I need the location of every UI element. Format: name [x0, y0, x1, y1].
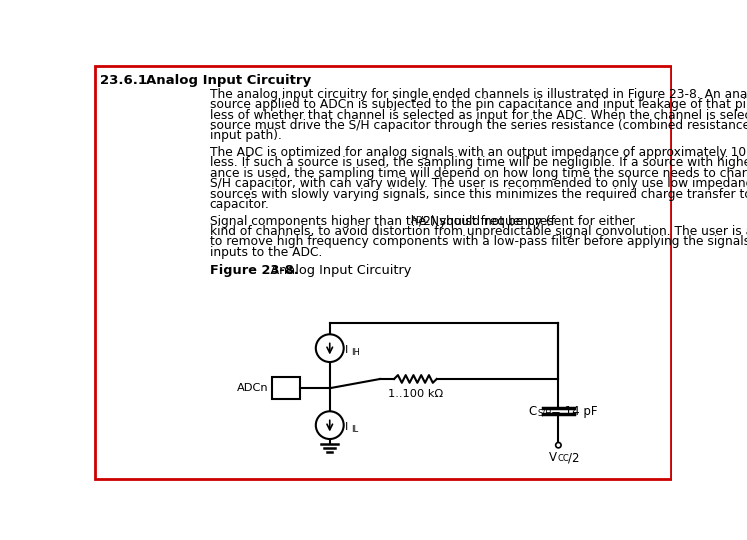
- Text: Analog Input Circuitry: Analog Input Circuitry: [258, 264, 411, 277]
- Text: ance is used, the sampling time will depend on how long time the source needs to: ance is used, the sampling time will dep…: [210, 167, 747, 180]
- Text: Figure 23-8.: Figure 23-8.: [210, 264, 298, 277]
- Text: = 14 pF: = 14 pF: [551, 405, 598, 418]
- Text: source must drive the S/H capacitor through the series resistance (combined resi: source must drive the S/H capacitor thro…: [210, 119, 747, 132]
- Text: The ADC is optimized for analog signals with an output impedance of approximatel: The ADC is optimized for analog signals …: [210, 146, 747, 159]
- Text: I: I: [345, 422, 349, 433]
- Text: IH: IH: [350, 348, 359, 357]
- Text: capacitor.: capacitor.: [210, 198, 270, 211]
- Text: CC: CC: [557, 454, 569, 463]
- Text: C: C: [528, 405, 536, 418]
- Text: input path).: input path).: [210, 130, 282, 143]
- Text: source applied to ADCn is subjected to the pin capacitance and input leakage of : source applied to ADCn is subjected to t…: [210, 98, 747, 111]
- Text: to remove high frequency components with a low-pass filter before applying the s: to remove high frequency components with…: [210, 235, 747, 248]
- Text: inputs to the ADC.: inputs to the ADC.: [210, 246, 322, 259]
- Circle shape: [556, 442, 561, 448]
- Text: 1..100 kΩ: 1..100 kΩ: [388, 389, 443, 399]
- Bar: [273, 377, 300, 399]
- Text: V: V: [549, 451, 557, 464]
- Text: sources with slowly varying signals, since this minimizes the required charge tr: sources with slowly varying signals, sin…: [210, 187, 747, 201]
- Text: less of whether that channel is selected as input for the ADC. When the channel : less of whether that channel is selected…: [210, 109, 747, 122]
- Text: /2: /2: [568, 451, 580, 464]
- Text: S/H capacitor, with can vary widely. The user is recommended to only use low imp: S/H capacitor, with can vary widely. The…: [210, 177, 747, 190]
- Circle shape: [316, 411, 344, 439]
- Text: less. If such a source is used, the sampling time will be negligible. If a sourc: less. If such a source is used, the samp…: [210, 157, 747, 170]
- Text: ADC: ADC: [412, 216, 430, 225]
- Text: I: I: [345, 346, 349, 355]
- Text: /2) should not be present for either: /2) should not be present for either: [420, 214, 635, 227]
- Circle shape: [316, 334, 344, 362]
- Text: S/H: S/H: [537, 409, 552, 418]
- Text: The analog input circuitry for single ended channels is illustrated in Figure 23: The analog input circuitry for single en…: [210, 88, 747, 101]
- Text: 23.6.1: 23.6.1: [99, 74, 146, 87]
- Text: ADCn: ADCn: [237, 383, 268, 393]
- Text: Analog Input Circuitry: Analog Input Circuitry: [146, 74, 311, 87]
- Text: kind of channels, to avoid distortion from unpredictable signal convolution. The: kind of channels, to avoid distortion fr…: [210, 225, 747, 238]
- Text: Signal components higher than the Nyquist frequency (f: Signal components higher than the Nyquis…: [210, 214, 554, 227]
- Text: IL: IL: [350, 426, 358, 434]
